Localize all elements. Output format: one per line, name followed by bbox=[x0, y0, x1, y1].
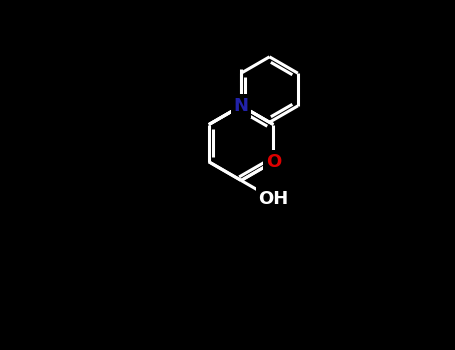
Text: N: N bbox=[266, 153, 281, 171]
Text: O: O bbox=[266, 153, 281, 171]
Text: N: N bbox=[233, 97, 248, 115]
Text: OH: OH bbox=[258, 190, 288, 208]
Text: N: N bbox=[233, 97, 248, 115]
